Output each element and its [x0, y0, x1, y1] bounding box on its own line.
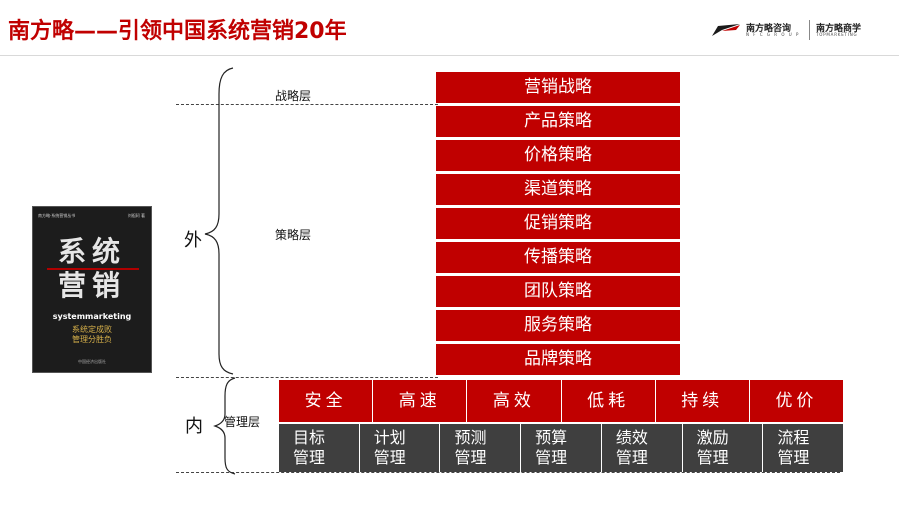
brace-icon: [204, 67, 236, 475]
book-subtitle: 系统定成败 管理分胜负: [33, 325, 151, 345]
management-cell: 计划 管理: [360, 424, 441, 472]
tactic-layer-label: 策略层: [275, 228, 312, 242]
management-layer-label: 管理层: [224, 415, 261, 429]
company-logo: 南方略咨询 N F C G R O U P 南方略商学 TOPMARKETING: [712, 20, 887, 42]
inner-label: 内: [185, 416, 203, 437]
quality-cell: 高速: [373, 380, 468, 422]
management-cell: 激励 管理: [683, 424, 764, 472]
strategy-item: 服务策略: [436, 310, 680, 341]
outer-label: 外: [184, 230, 202, 251]
book-title-en: systemmarketing: [52, 312, 132, 321]
quality-cell: 低耗: [562, 380, 656, 422]
strategy-item: 价格策略: [436, 140, 680, 171]
quality-cell: 高效: [467, 380, 562, 422]
strategy-item: 产品策略: [436, 106, 680, 137]
logo-brand-consulting: 南方略咨询: [746, 24, 792, 34]
strategy-item: 传播策略: [436, 242, 680, 273]
header-divider: [0, 55, 899, 56]
quality-cell: 优价: [775, 391, 818, 411]
layer-divider-top: [176, 104, 438, 105]
book-title-line2: 营销: [57, 269, 126, 302]
book-publisher: 中国经济出版社: [78, 359, 106, 364]
book-cover-image: 南方略·系统营销丛书 刘祖轲 著 系统 营销 systemmarketing 系…: [32, 206, 152, 373]
strategy-list: 营销战略 产品策略 价格策略 渠道策略 促销策略 传播策略 团队策略 服务策略 …: [436, 72, 680, 378]
book-author: 刘祖轲 著: [127, 213, 145, 218]
layer-divider-mid: [176, 377, 438, 378]
logo-separator: [809, 20, 810, 40]
book-subtitle-line1: 系统定成败: [72, 325, 112, 334]
logo-brand-consulting-en: N F C G R O U P: [746, 32, 800, 37]
management-cell: 目标 管理: [279, 424, 360, 472]
book-subtitle-line2: 管理分胜负: [72, 335, 112, 344]
quality-cell: 安全: [279, 380, 374, 422]
strategic-layer-label: 战略层: [275, 89, 312, 103]
logo-mark-icon: [712, 24, 740, 36]
quality-cell: 持续: [656, 380, 750, 422]
management-row: 目标 管理 计划 管理 预测 管理 预算 管理 绩效 管理 激励 管理 流程 管…: [279, 424, 843, 472]
management-cell: 预算 管理: [521, 424, 602, 472]
management-cell: 绩效 管理: [602, 424, 683, 472]
strategy-item: 品牌策略: [436, 344, 680, 375]
logo-brand-academy-en: TOPMARKETING: [816, 32, 858, 37]
strategy-item: 促销策略: [436, 208, 680, 239]
quality-row: 安全 高速 高效 低耗 持续 优价: [279, 380, 843, 422]
management-cell: 预测 管理: [440, 424, 522, 472]
book-title-line1: 系统: [57, 235, 126, 268]
book-series: 南方略·系统营销丛书: [38, 213, 76, 218]
management-cell: 流程 管理: [777, 428, 810, 467]
strategy-item: 团队策略: [436, 276, 680, 307]
strategy-item: 营销战略: [436, 72, 680, 103]
logo-brand-academy: 南方略商学: [816, 24, 862, 34]
strategy-item: 渠道策略: [436, 174, 680, 205]
book-arrow-decoration: [47, 268, 139, 270]
layer-divider-bottom: [176, 472, 840, 473]
page-title: 南方略——引领中国系统营销20年: [8, 19, 347, 44]
